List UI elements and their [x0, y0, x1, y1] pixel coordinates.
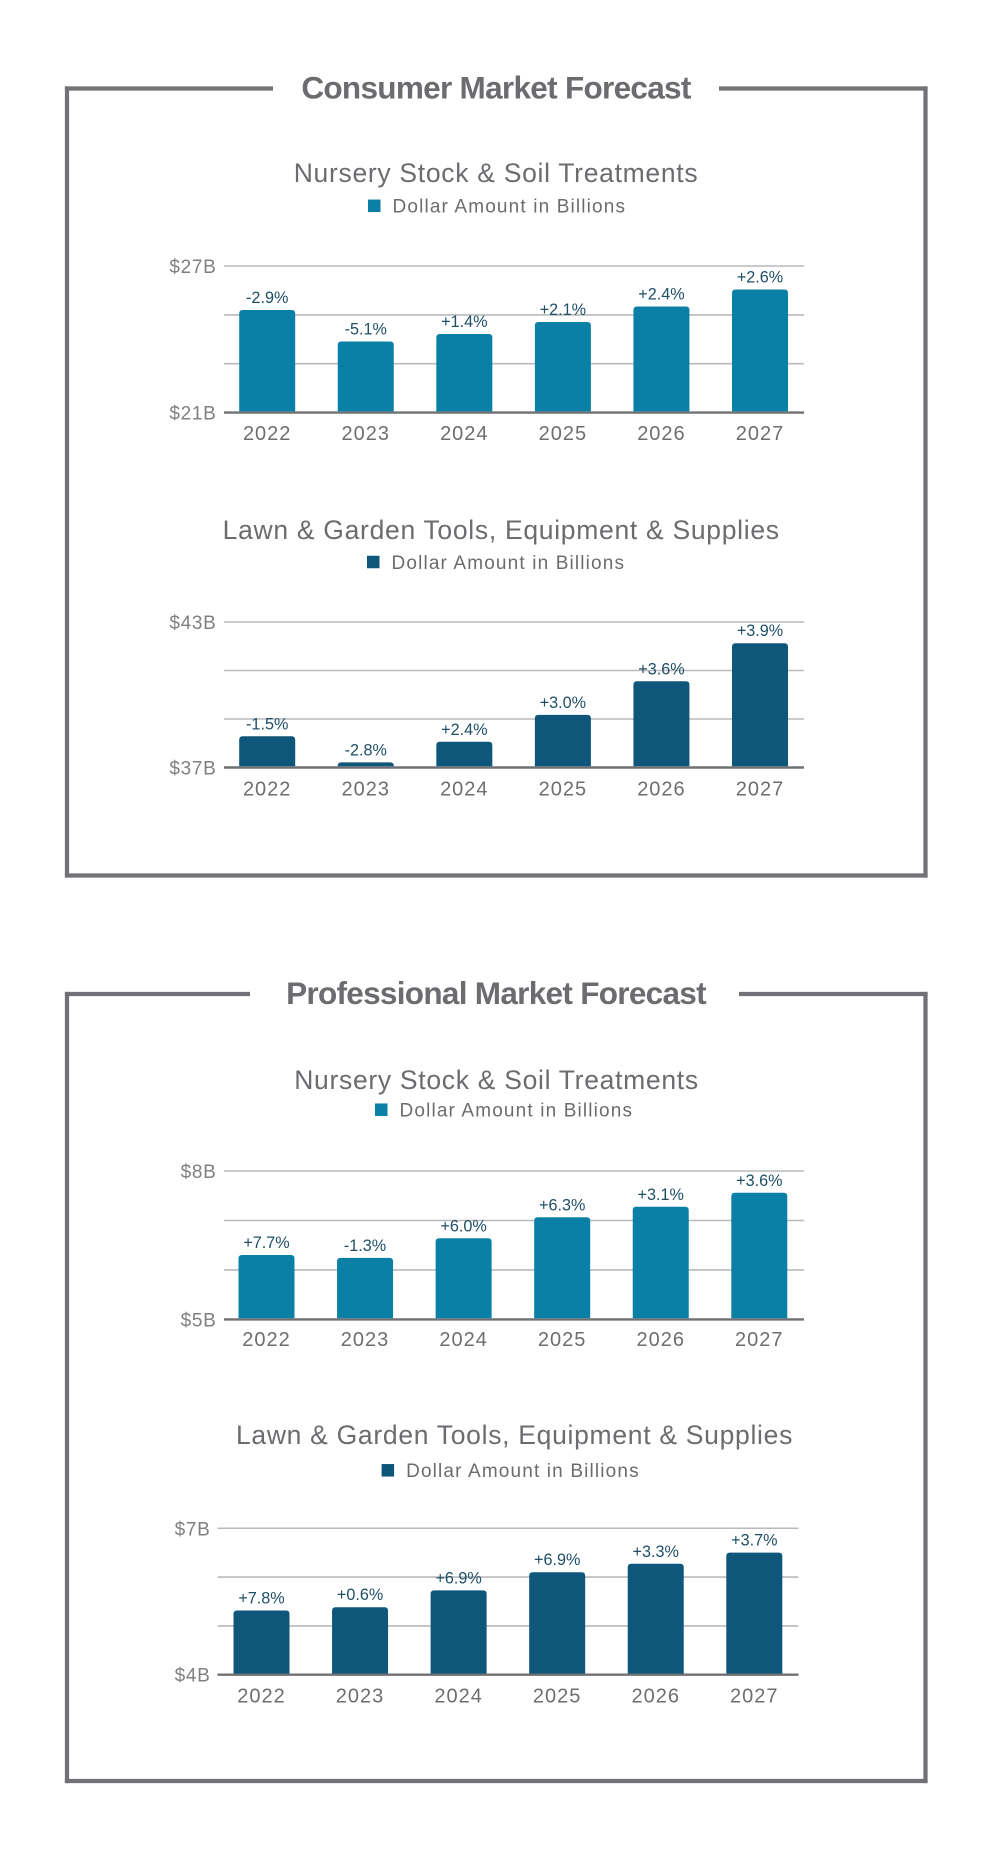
svg-text:2026: 2026: [637, 779, 686, 801]
svg-text:+6.9%: +6.9%: [435, 1569, 481, 1587]
svg-text:+6.3%: +6.3%: [539, 1196, 585, 1214]
svg-text:Dollar Amount in Billions: Dollar Amount in Billions: [400, 1101, 634, 1122]
svg-text:$37B: $37B: [169, 759, 216, 780]
svg-text:2022: 2022: [243, 423, 292, 445]
svg-text:-1.3%: -1.3%: [344, 1237, 386, 1255]
svg-text:2023: 2023: [342, 423, 391, 445]
svg-text:Dollar Amount in Billions: Dollar Amount in Billions: [406, 1461, 640, 1482]
svg-text:2023: 2023: [336, 1686, 385, 1708]
svg-text:+6.9%: +6.9%: [534, 1551, 580, 1569]
svg-text:2026: 2026: [631, 1686, 680, 1708]
svg-text:2024: 2024: [439, 1329, 488, 1351]
svg-text:$5B: $5B: [181, 1310, 217, 1331]
svg-text:+2.6%: +2.6%: [737, 269, 783, 287]
svg-text:$27B: $27B: [169, 257, 216, 278]
svg-text:-5.1%: -5.1%: [345, 321, 387, 339]
svg-text:Nursery Stock & Soil Treatment: Nursery Stock & Soil Treatments: [294, 158, 699, 188]
svg-text:$43B: $43B: [169, 613, 216, 634]
svg-text:+2.4%: +2.4%: [441, 721, 487, 739]
svg-text:2025: 2025: [539, 423, 588, 445]
svg-text:+3.1%: +3.1%: [638, 1186, 684, 1204]
svg-text:Lawn & Garden Tools, Equipment: Lawn & Garden Tools, Equipment & Supplie…: [236, 1420, 793, 1450]
svg-text:Consumer Market Forecast: Consumer Market Forecast: [301, 70, 692, 106]
svg-text:+7.8%: +7.8%: [238, 1590, 284, 1608]
svg-text:Professional Market Forecast: Professional Market Forecast: [286, 975, 707, 1011]
svg-text:$8B: $8B: [181, 1162, 217, 1183]
svg-text:2024: 2024: [440, 779, 489, 801]
svg-text:+6.0%: +6.0%: [440, 1217, 486, 1235]
svg-text:Dollar Amount in Billions: Dollar Amount in Billions: [392, 553, 626, 574]
svg-text:2025: 2025: [539, 779, 588, 801]
svg-text:2027: 2027: [730, 1686, 779, 1708]
svg-text:2025: 2025: [533, 1686, 582, 1708]
svg-text:-2.8%: -2.8%: [345, 741, 387, 759]
svg-text:2022: 2022: [237, 1686, 286, 1708]
svg-text:$21B: $21B: [169, 404, 216, 425]
svg-text:$7B: $7B: [175, 1519, 211, 1540]
svg-text:+0.6%: +0.6%: [337, 1586, 383, 1604]
svg-text:2026: 2026: [637, 423, 686, 445]
svg-text:+3.7%: +3.7%: [731, 1532, 777, 1550]
svg-text:2023: 2023: [342, 779, 391, 801]
svg-text:2022: 2022: [242, 1329, 291, 1351]
svg-text:2024: 2024: [440, 423, 489, 445]
svg-text:-1.5%: -1.5%: [246, 715, 288, 733]
svg-text:2027: 2027: [736, 423, 785, 445]
svg-text:2022: 2022: [243, 779, 292, 801]
svg-text:Dollar Amount in Billions: Dollar Amount in Billions: [393, 197, 627, 218]
svg-text:+2.1%: +2.1%: [540, 301, 586, 319]
svg-text:$4B: $4B: [175, 1666, 211, 1687]
svg-text:Lawn & Garden Tools, Equipment: Lawn & Garden Tools, Equipment & Supplie…: [223, 515, 780, 545]
svg-text:+3.3%: +3.3%: [633, 1543, 679, 1561]
svg-text:2023: 2023: [341, 1329, 390, 1351]
svg-text:2026: 2026: [636, 1329, 685, 1351]
svg-text:2027: 2027: [735, 1329, 784, 1351]
svg-text:-2.9%: -2.9%: [246, 289, 288, 307]
svg-text:+3.6%: +3.6%: [736, 1172, 782, 1190]
svg-text:+3.6%: +3.6%: [638, 660, 684, 678]
svg-text:+1.4%: +1.4%: [441, 313, 487, 331]
svg-text:+2.4%: +2.4%: [638, 286, 684, 304]
svg-text:+7.7%: +7.7%: [243, 1234, 289, 1252]
svg-text:2024: 2024: [434, 1686, 483, 1708]
svg-text:+3.9%: +3.9%: [737, 622, 783, 640]
svg-text:+3.0%: +3.0%: [540, 694, 586, 712]
svg-text:2027: 2027: [736, 779, 785, 801]
svg-text:Nursery Stock & Soil Treatment: Nursery Stock & Soil Treatments: [294, 1065, 699, 1095]
svg-text:2025: 2025: [538, 1329, 587, 1351]
